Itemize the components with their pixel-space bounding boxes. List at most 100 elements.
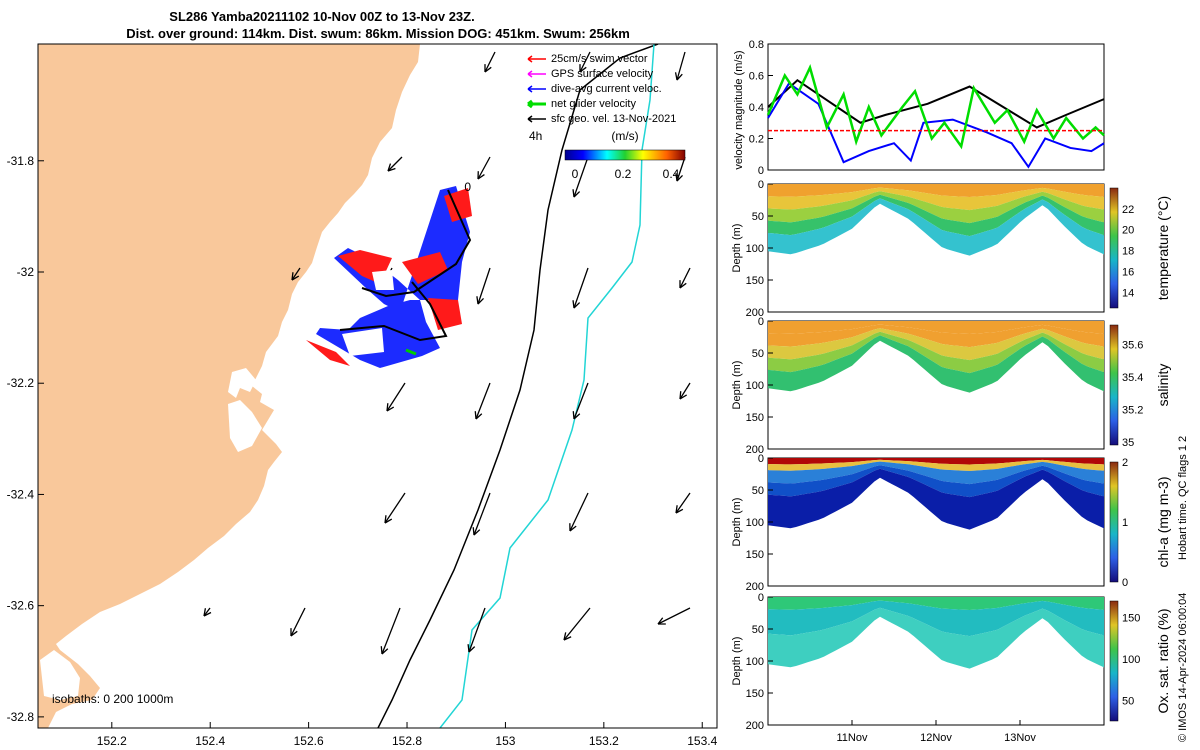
profile-colorbar-label: salinity	[1155, 364, 1171, 407]
map-x-tick-label: 152.8	[392, 734, 422, 748]
current-arrow	[569, 492, 589, 532]
glider-track	[306, 186, 472, 368]
colorbar-tick-label: 0	[572, 167, 579, 181]
profile-y-tick-label: 0	[758, 316, 764, 328]
current-arrow-head	[657, 617, 666, 625]
profile-y-axis-label: Depth (m)	[731, 224, 743, 273]
profile-layer	[768, 465, 1104, 498]
legend-label: 25cm/s swim vector	[551, 53, 648, 65]
speed-colorbar: (m/s) 0 0.2 0.4	[564, 129, 686, 181]
profile-y-tick-label: 200	[746, 444, 764, 456]
colorbar-gradient	[564, 149, 686, 161]
profile-colorbar-tick-label: 50	[1122, 695, 1134, 707]
profile-y-tick-label: 150	[746, 688, 764, 700]
profile-colorbar-tick-label: 1	[1122, 517, 1128, 529]
profile-layer	[768, 607, 1104, 669]
profile-colorbar-tick-label: 0	[1122, 577, 1128, 589]
time-axis: 11Nov 12Nov 13Nov	[837, 720, 1036, 744]
profile-layer	[768, 461, 1104, 485]
title-line-1: SL286 Yamba20211102 10-Nov 00Z to 13-Nov…	[169, 9, 474, 24]
colorbar-tick-label: 0.2	[615, 167, 632, 181]
current-arrow-head	[679, 391, 688, 400]
swim-vector-swath-5	[306, 340, 350, 366]
profile-layer	[768, 321, 1104, 335]
time-tick-label: 12Nov	[920, 732, 952, 744]
profile-colorbar	[1109, 187, 1119, 309]
isobath-200m	[377, 44, 659, 728]
current-arrow	[573, 382, 589, 420]
map-y-tick-label: -32	[17, 265, 35, 279]
profile-colorbar-tick-label: 100	[1122, 654, 1140, 666]
profile-y-tick-label: 50	[752, 211, 764, 223]
legend-swatch-head	[527, 99, 533, 109]
map-x-tick-label: 152.6	[294, 734, 324, 748]
map-y-tick-label: -32.4	[7, 487, 35, 501]
profile-y-tick-label: 150	[746, 275, 764, 287]
map-y-tick-label: -32.6	[7, 599, 35, 613]
current-arrow-head	[467, 644, 476, 653]
legend-swatch-head	[527, 85, 533, 93]
swim-vector-swath-3	[402, 252, 448, 284]
map-panel: 0 4h 25cm/s swim vector GPS surface veloc…	[7, 43, 718, 748]
profile-colorbar-tick-label: 2	[1122, 457, 1128, 469]
velocity-series-line	[767, 81, 1105, 169]
map-y-tick-label: -31.8	[7, 154, 35, 168]
current-arrow	[468, 607, 486, 653]
map-y-ticks: -31.8 -32 -32.2 -32.4 -32.6 -32.8	[7, 154, 44, 724]
current-arrow-head	[477, 171, 485, 180]
profile-layer	[768, 198, 1104, 256]
velocity-y-tick-label: 0	[758, 165, 764, 177]
profile-colorbar-label: Ox. sat. ratio (%)	[1155, 608, 1171, 713]
velocity-y-tick-label: 0.8	[749, 39, 764, 51]
profile-colorbar	[1109, 461, 1119, 583]
track-gap-1	[342, 328, 384, 356]
profile-y-tick-label: 50	[752, 485, 764, 497]
profile-layer	[768, 335, 1104, 393]
profile-y-tick-label: 0	[758, 179, 764, 191]
profile-colorbar-tick-label: 22	[1122, 204, 1134, 216]
profile-y-tick-label: 100	[746, 517, 764, 529]
current-arrow	[679, 382, 691, 400]
current-arrow-head	[472, 527, 481, 536]
current-arrow	[675, 492, 691, 514]
map-x-tick-label: 153	[495, 734, 515, 748]
profile-colorbar	[1109, 600, 1119, 722]
profile-y-tick-label: 100	[746, 656, 764, 668]
profile-layer	[768, 600, 1104, 637]
legend-swatch-head	[527, 115, 533, 123]
dive-avg-current-swath	[316, 186, 470, 368]
profile-y-axis-label: Depth (m)	[731, 498, 743, 547]
profile-colorbar-tick-label: 35.4	[1122, 372, 1143, 384]
profile-colorbar-tick-label: 20	[1122, 225, 1134, 237]
time-marker-4h: 4h	[529, 129, 542, 143]
velocity-y-axis-label: velocity magnitude (m/s)	[733, 50, 745, 169]
current-arrow	[484, 51, 496, 73]
current-arrow	[477, 156, 491, 180]
profile-y-tick-label: 100	[746, 380, 764, 392]
profile-y-tick-label: 200	[746, 720, 764, 732]
profile-layer	[768, 184, 1104, 198]
profile-layer	[768, 331, 1104, 374]
profile-panel-chl: 0 50 100 150 200 Depth (m) 0 1 2 chl-a (mg m-3)	[731, 453, 1171, 593]
profile-panel-sal: 0 50 100 150 200 Depth (m) 35 35.2 35.4 35.6 salin…	[731, 316, 1171, 456]
legend-label: GPS surface velocity	[551, 68, 654, 80]
profile-y-tick-label: 50	[752, 348, 764, 360]
velocity-y-tick-label: 0.2	[749, 134, 764, 146]
current-arrow-head	[484, 64, 492, 73]
colorbar-tick-label: 0.4	[663, 167, 680, 181]
profile-panel-oxy: 0 50 100 150 200 Depth (m) 50 100 150 Ox. sat. ra…	[731, 592, 1171, 732]
current-arrow-head	[476, 296, 484, 305]
profile-colorbar-tick-label: 35	[1122, 437, 1134, 449]
profile-colorbar-tick-label: 14	[1122, 287, 1134, 299]
current-arrow-head	[387, 163, 396, 172]
current-arrow	[676, 51, 686, 81]
current-arrow	[203, 607, 211, 617]
profile-y-tick-label: 100	[746, 243, 764, 255]
map-frame	[37, 43, 718, 729]
current-arrow	[563, 607, 591, 641]
profile-panel-temp: 0 50 100 150 200 Depth (m) 14 16 18 20 22 temperatu…	[731, 179, 1171, 319]
time-tick-label: 11Nov	[837, 732, 868, 744]
current-arrow	[386, 382, 406, 412]
time-marker-0: 0	[464, 180, 471, 194]
